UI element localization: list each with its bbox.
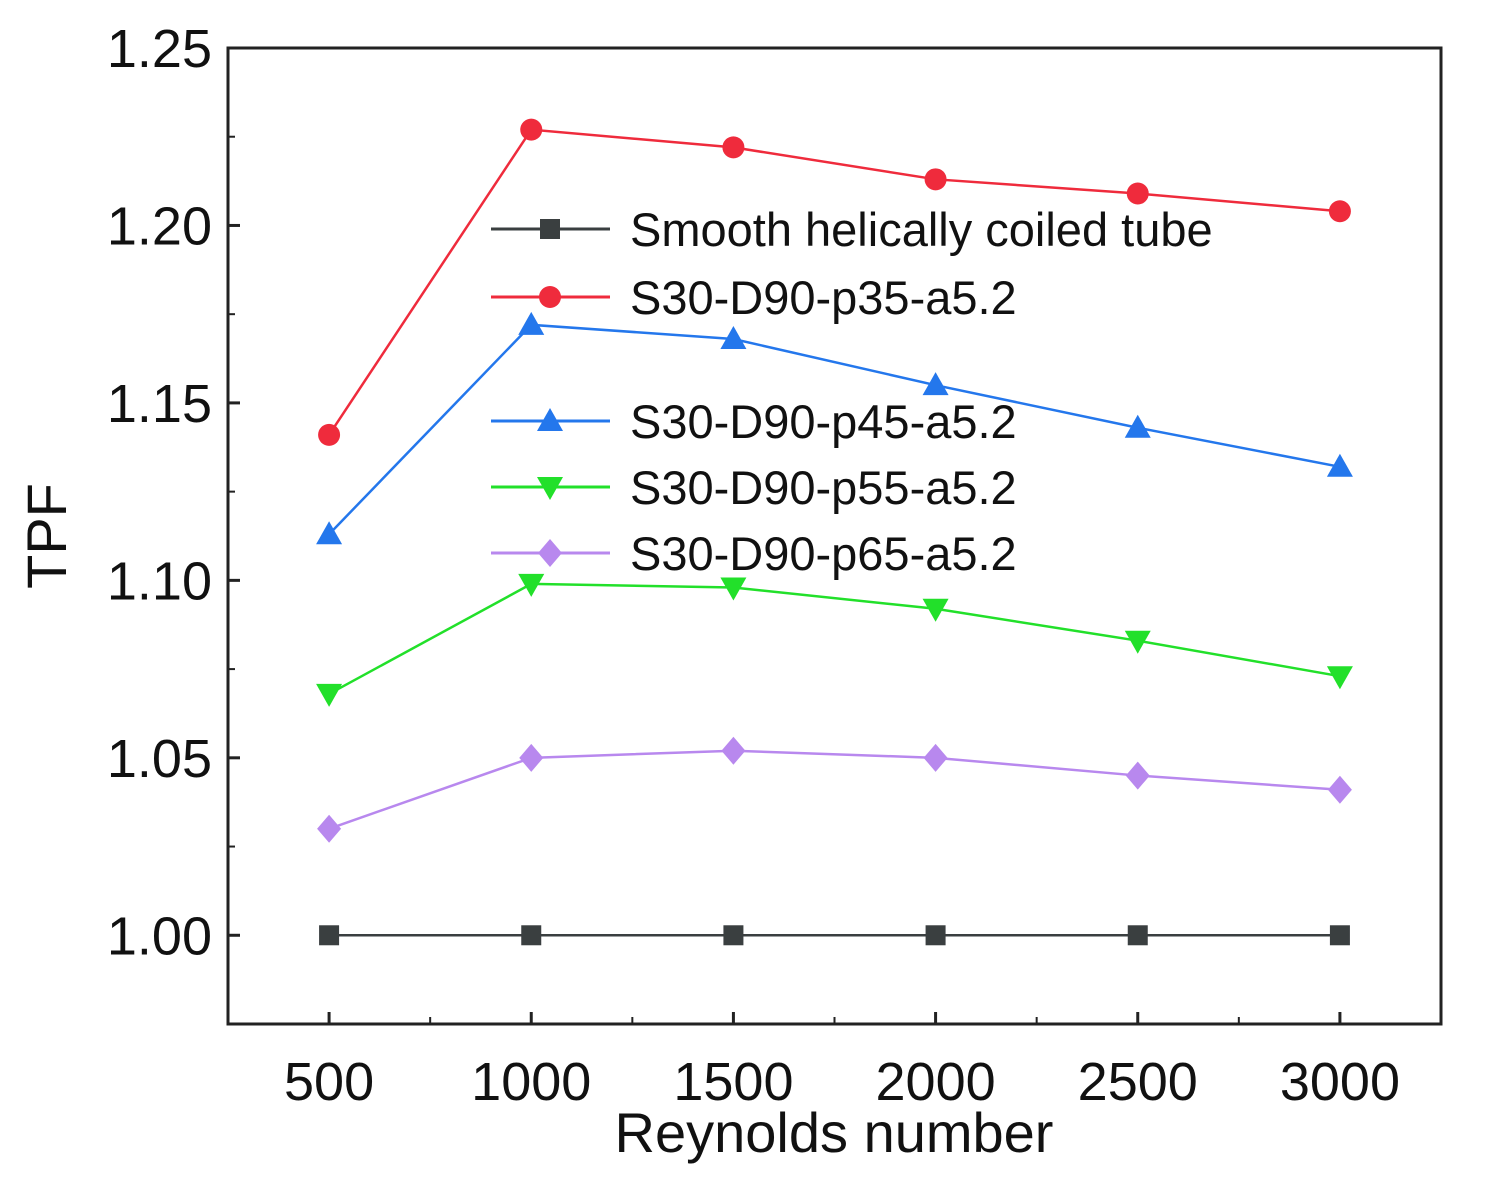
data-point (720, 577, 747, 601)
data-point (520, 118, 543, 141)
legend-item-1: S30-D90-p35-a5.2 (491, 271, 1017, 324)
data-point (518, 573, 545, 597)
data-point (925, 925, 946, 946)
legend-label: Smooth helically coiled tube (630, 203, 1213, 256)
data-point (319, 925, 340, 946)
legend-label: S30-D90-p55-a5.2 (630, 461, 1017, 514)
data-point (720, 326, 747, 350)
data-point (922, 598, 949, 622)
series-line (328, 749, 1341, 830)
series-2 (316, 311, 1353, 545)
y-tick-label: 1.25 (107, 19, 212, 79)
series-layer (316, 118, 1353, 946)
data-point (1126, 182, 1149, 205)
data-point (1125, 761, 1150, 790)
legend-marker (537, 477, 563, 500)
x-tick-label: 2500 (1078, 1052, 1198, 1112)
series-line (328, 323, 1341, 536)
series-3 (316, 573, 1353, 707)
legend-marker (538, 539, 562, 567)
data-point (316, 683, 343, 707)
data-point (518, 311, 545, 335)
y-tick-label: 1.00 (107, 906, 212, 966)
data-point (722, 136, 745, 159)
data-point (521, 925, 542, 946)
data-point (924, 168, 947, 191)
legend: Smooth helically coiled tube S30-D90-p35-… (491, 203, 1213, 580)
x-axis-title: Reynolds number (615, 1101, 1054, 1164)
y-tick-label: 1.20 (107, 196, 212, 256)
data-point (1127, 925, 1148, 946)
x-tick-label: 500 (284, 1052, 374, 1112)
legend-item-2: S30-D90-p45-a5.2 (491, 395, 1017, 448)
data-point (1327, 775, 1352, 804)
data-point (519, 743, 544, 772)
legend-marker (537, 408, 563, 431)
legend-item-4: S30-D90-p65-a5.2 (491, 527, 1017, 580)
data-point (1328, 200, 1351, 223)
series-1 (318, 118, 1351, 446)
data-point (1124, 414, 1151, 438)
legend-marker (539, 286, 561, 308)
data-point (923, 743, 948, 772)
series-0 (319, 925, 1350, 946)
data-point (1326, 666, 1353, 690)
ticks-layer: 500 1000 1500 2000 2500 3000 1.00 1.05 1.10 1.15 1… (107, 19, 1400, 1112)
x-tick-label: 3000 (1280, 1052, 1400, 1112)
x-tick-label: 2000 (876, 1052, 996, 1112)
data-point (721, 736, 746, 765)
legend-label: S30-D90-p35-a5.2 (630, 271, 1017, 324)
legend-marker (540, 219, 560, 239)
data-point (1124, 630, 1151, 654)
data-point (1326, 453, 1353, 477)
y-tick-label: 1.05 (107, 729, 212, 789)
data-point (723, 925, 744, 946)
legend-item-0: Smooth helically coiled tube (491, 203, 1213, 256)
legend-label: S30-D90-p45-a5.2 (630, 395, 1017, 448)
series-line (328, 128, 1341, 436)
x-tick-label: 1500 (673, 1052, 793, 1112)
legend-item-3: S30-D90-p55-a5.2 (491, 461, 1017, 514)
data-point (1329, 925, 1350, 946)
legend-label: S30-D90-p65-a5.2 (630, 527, 1017, 580)
series-line (328, 582, 1341, 696)
data-point (318, 423, 341, 446)
data-point (316, 521, 343, 545)
y-tick-label: 1.15 (107, 374, 212, 434)
y-axis-title: TPF (15, 483, 78, 589)
series-4 (317, 736, 1352, 843)
y-tick-label: 1.10 (107, 551, 212, 611)
data-point (922, 372, 949, 396)
x-tick-label: 1000 (471, 1052, 591, 1112)
data-point (317, 814, 342, 843)
